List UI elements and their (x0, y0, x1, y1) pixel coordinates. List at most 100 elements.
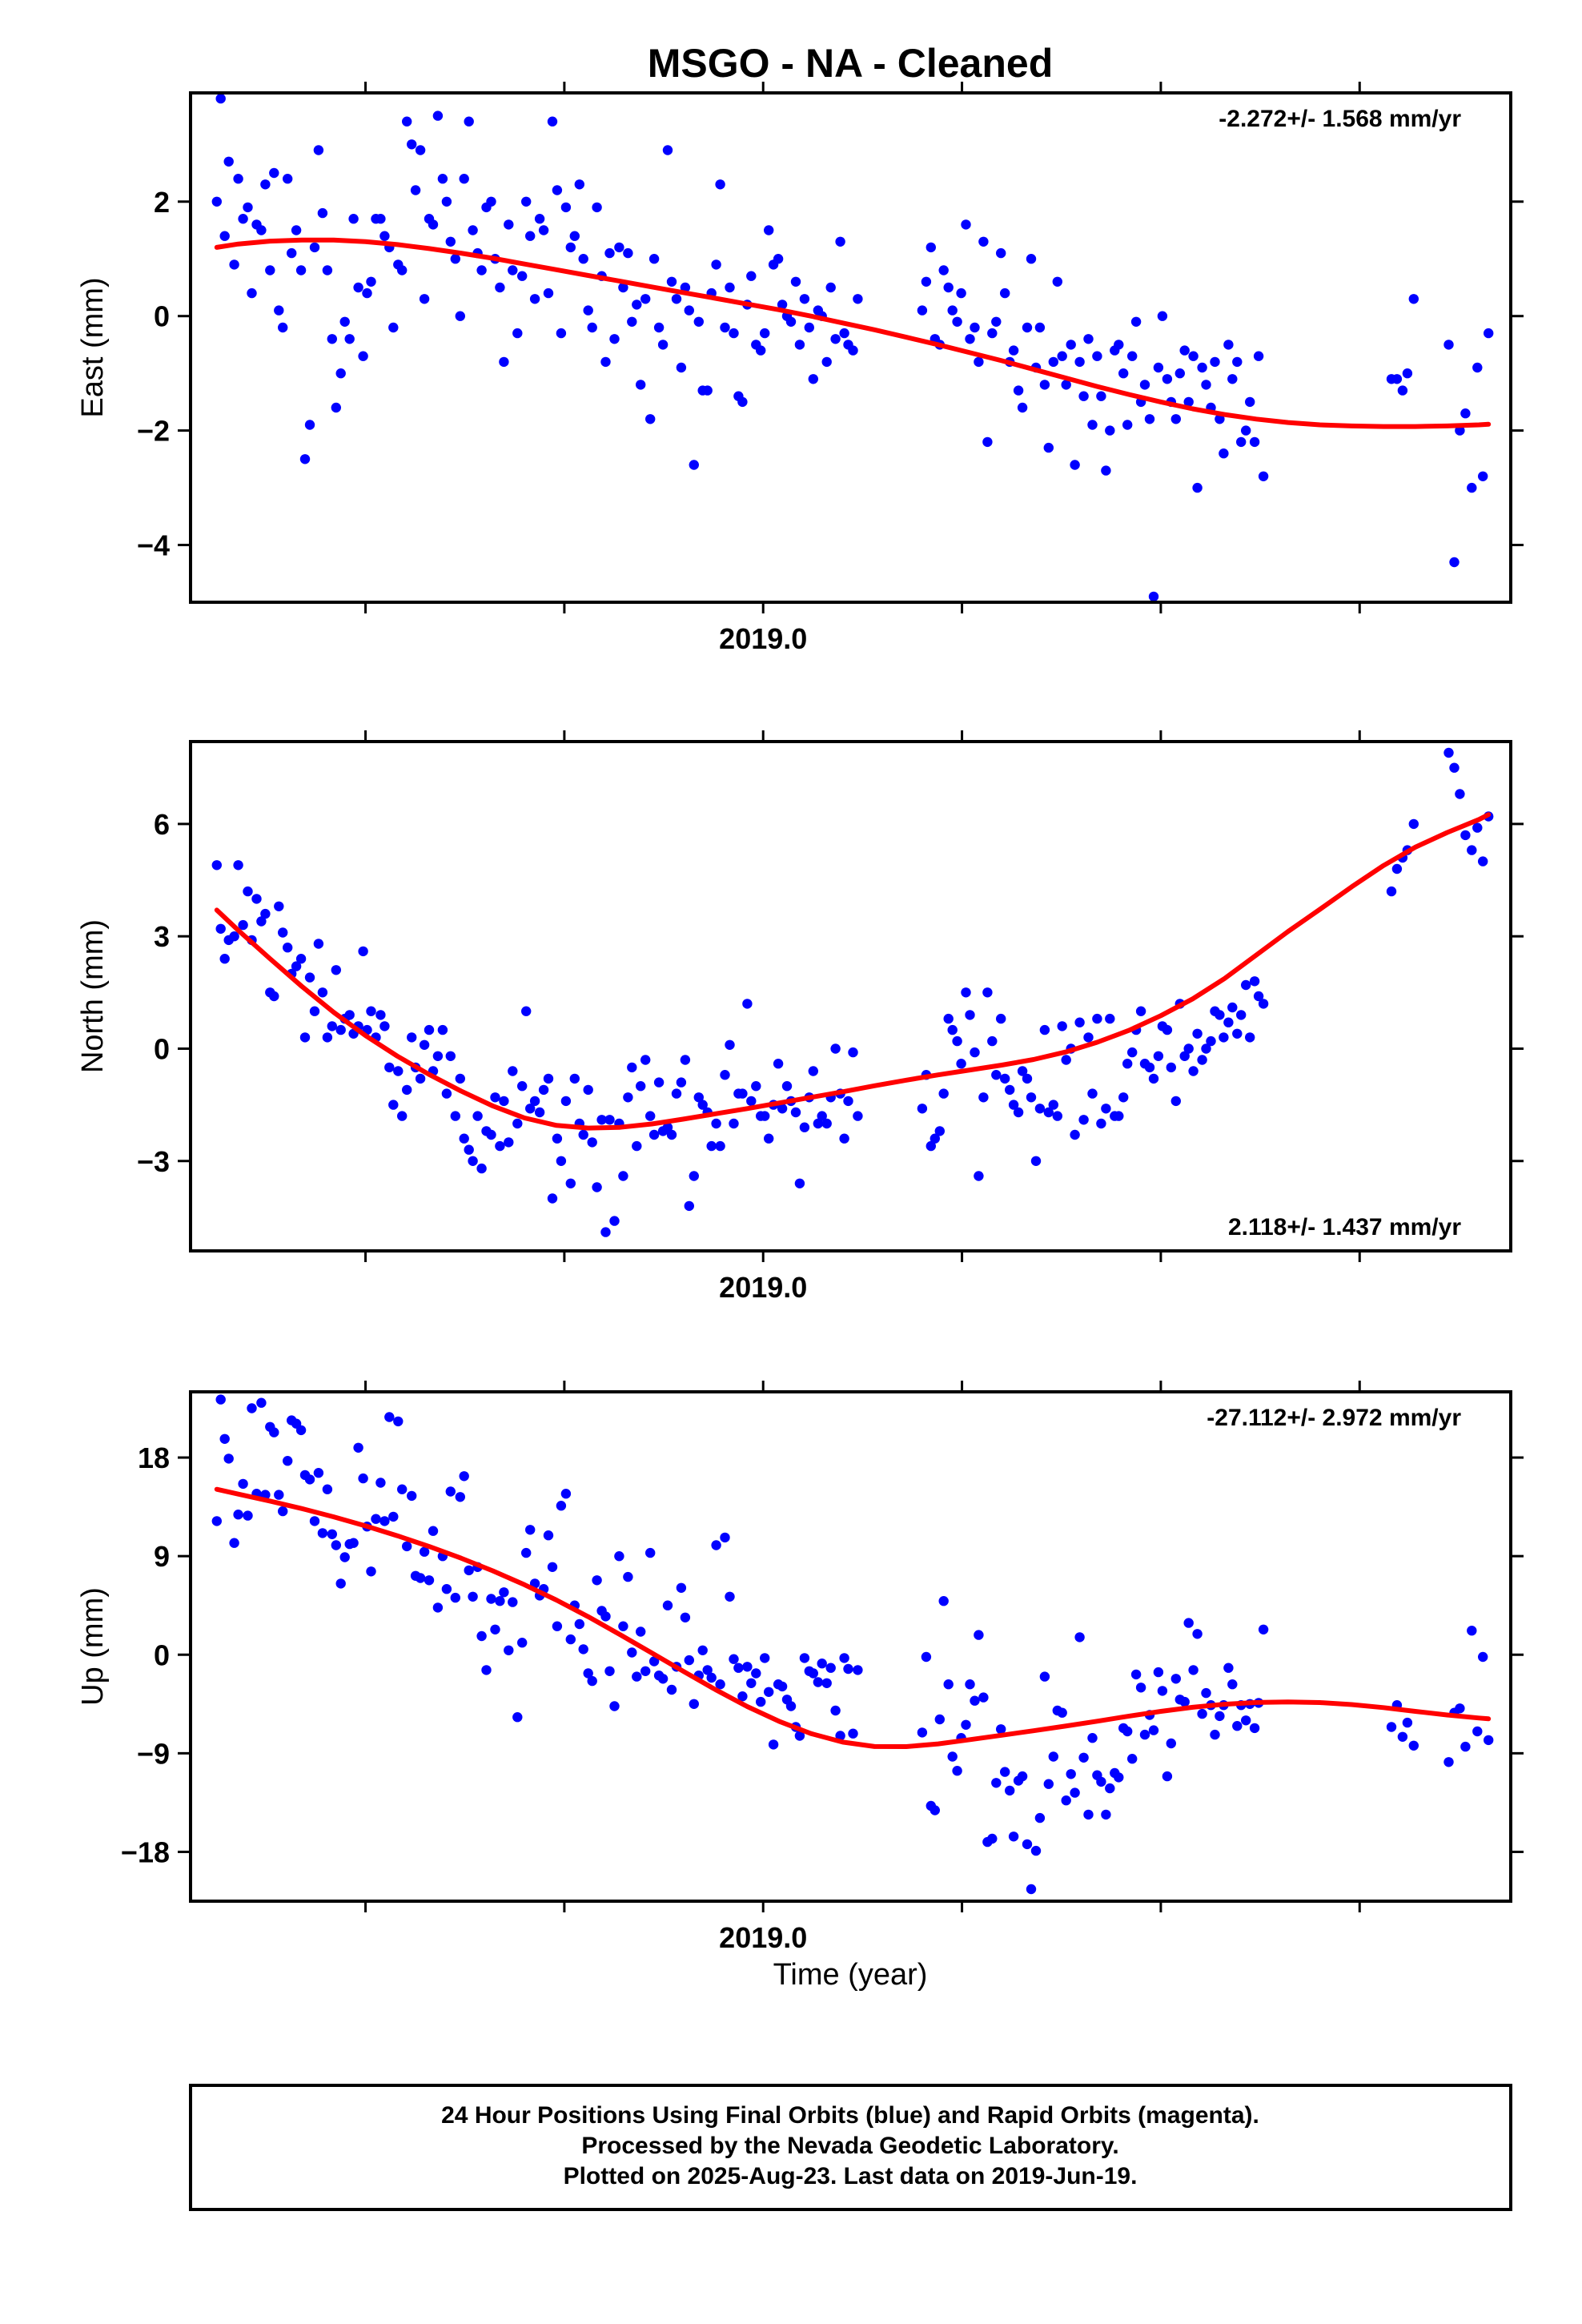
up-data-point (1105, 1783, 1115, 1794)
north-data-point (358, 946, 368, 957)
up-data-point (1484, 1735, 1494, 1746)
north-data-point (1179, 1051, 1190, 1062)
north-data-point (640, 1055, 651, 1065)
up-rate-annotation: -27.112+/- 2.972 mm/yr (1207, 1405, 1461, 1431)
east-data-point (684, 305, 694, 316)
east-data-point (604, 247, 615, 259)
panel-east: −4 −2 0 2 East (mm) -2.272+/- 1.568 mm/yr 2… (76, 82, 1524, 655)
north-data-point (1460, 830, 1471, 841)
up-data-point (1227, 1679, 1238, 1690)
north-data-point (1061, 1055, 1071, 1065)
east-data-point (1467, 482, 1477, 493)
east-data-point (322, 265, 333, 275)
up-data-point (839, 1653, 849, 1663)
east-data-point (600, 356, 611, 368)
east-data-point (1201, 380, 1211, 390)
east-data-point (278, 322, 288, 333)
up-data-point (219, 1433, 230, 1445)
up-data-point (970, 1695, 980, 1706)
east-data-point (1197, 362, 1207, 373)
north-data-point (269, 991, 279, 1002)
north-data-point (715, 1140, 725, 1152)
up-data-point (934, 1714, 946, 1725)
east-data-point (547, 116, 558, 127)
east-data-point (808, 374, 818, 384)
east-data-point (614, 242, 624, 253)
north-y-tick-label: 6 (154, 808, 170, 841)
north-data-point (592, 1182, 602, 1192)
up-data-point (1397, 1731, 1408, 1742)
up-data-point (1039, 1671, 1050, 1682)
up-data-point (1148, 1725, 1159, 1735)
north-data-point (1122, 1059, 1133, 1069)
up-data-point (1078, 1752, 1089, 1763)
up-data-point (331, 1540, 341, 1550)
up-data-point (604, 1666, 615, 1676)
up-data-point (636, 1626, 646, 1637)
east-data-point (402, 116, 412, 127)
east-data-point (247, 287, 257, 299)
up-y-tick-label: −9 (137, 1737, 170, 1770)
up-data-point (640, 1666, 651, 1676)
up-data-point (1386, 1722, 1397, 1732)
north-data-point (1083, 1032, 1094, 1043)
up-data-point (358, 1473, 368, 1484)
east-data-point (693, 316, 704, 327)
up-data-point (756, 1696, 766, 1707)
north-data-point (295, 954, 307, 964)
up-data-point (742, 1662, 753, 1672)
east-data-point (848, 345, 858, 356)
north-data-point (1039, 1024, 1050, 1035)
east-data-point (1101, 465, 1111, 476)
up-data-point (609, 1701, 620, 1711)
up-data-point (1197, 1708, 1207, 1719)
up-data-point (987, 1833, 998, 1844)
up-data-point (578, 1644, 588, 1655)
up-data-point (495, 1596, 505, 1606)
north-y-tick-label: −3 (137, 1145, 170, 1178)
east-data-point (657, 340, 669, 350)
north-data-point (238, 919, 248, 931)
east-data-point (455, 311, 465, 321)
up-data-point (666, 1684, 677, 1695)
north-data-point (1197, 1055, 1207, 1065)
up-data-point (304, 1474, 315, 1485)
east-data-point (1253, 351, 1264, 361)
east-data-point (794, 340, 805, 350)
north-data-point (366, 1006, 376, 1016)
north-data-point (725, 1039, 735, 1051)
east-data-point (504, 219, 514, 230)
up-data-point (407, 1490, 417, 1502)
north-data-point (693, 1092, 704, 1103)
north-data-point (1034, 1104, 1046, 1114)
east-data-point (1258, 471, 1269, 481)
footer-line-1: 24 Hour Positions Using Final Orbits (bl… (441, 2102, 1259, 2129)
north-data-point (671, 1088, 682, 1099)
north-data-point (1162, 1024, 1173, 1035)
up-data-point (821, 1678, 832, 1688)
north-data-point (1188, 1066, 1199, 1076)
east-data-point (773, 254, 784, 264)
north-data-point (1206, 1035, 1216, 1047)
north-data-point (1087, 1088, 1098, 1099)
east-data-point (623, 247, 633, 259)
east-data-point (476, 265, 487, 275)
east-data-point (1391, 374, 1403, 384)
east-data-point (299, 454, 311, 464)
up-data-point (737, 1691, 748, 1702)
up-data-point (729, 1654, 739, 1664)
north-data-point (243, 886, 253, 897)
up-data-point (706, 1672, 717, 1683)
east-data-points (211, 93, 1494, 602)
north-data-point (645, 1111, 656, 1121)
north-data-point (978, 1092, 989, 1103)
north-data-point (711, 1118, 721, 1129)
up-data-point (468, 1591, 478, 1602)
east-data-point (1192, 482, 1203, 493)
up-data-point (1402, 1717, 1413, 1728)
up-data-point (627, 1647, 637, 1658)
north-data-point (965, 1010, 975, 1020)
up-data-point (432, 1602, 444, 1613)
east-data-point (689, 460, 699, 470)
east-data-point (327, 334, 337, 344)
